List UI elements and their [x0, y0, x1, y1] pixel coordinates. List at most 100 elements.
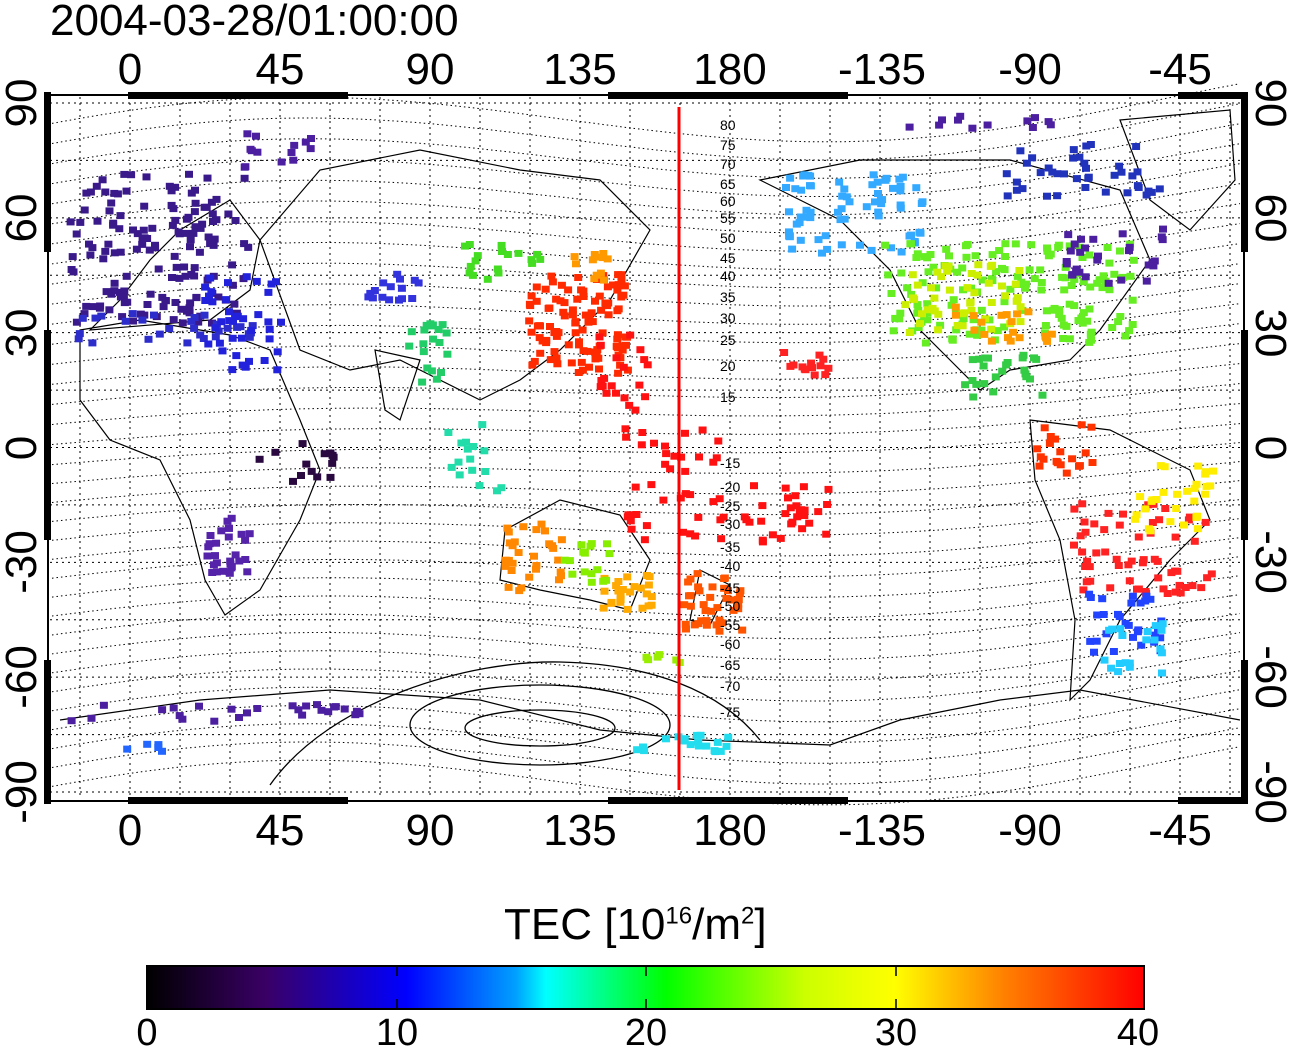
tec-cell	[791, 185, 800, 193]
tec-cell	[1134, 626, 1143, 634]
tec-cell	[882, 174, 891, 182]
tec-cell	[1077, 235, 1085, 243]
contour-label: -60	[720, 636, 740, 652]
tec-cell	[189, 229, 198, 237]
latitude-tick-label: 30	[0, 309, 46, 358]
tec-cell	[175, 712, 184, 720]
tec-cell	[227, 705, 236, 713]
tec-cell	[788, 245, 797, 253]
longitude-tick-label: -45	[1148, 45, 1212, 94]
tec-cell	[736, 587, 745, 595]
tec-cell	[244, 243, 253, 251]
tec-cell	[288, 702, 297, 710]
contour-label: 65	[720, 176, 736, 192]
tec-cell	[110, 279, 119, 287]
tec-cell	[206, 274, 215, 282]
tec-cell	[1115, 521, 1124, 529]
tec-cell	[468, 466, 477, 474]
tec-cell	[1159, 225, 1167, 233]
tec-cell	[979, 362, 988, 370]
tec-cell	[588, 318, 597, 326]
tec-cell	[605, 550, 614, 558]
tec-cell	[798, 363, 807, 371]
tec-cell	[597, 306, 606, 314]
tec-cell	[709, 458, 718, 466]
tec-cell	[1103, 244, 1112, 251]
tec-cell	[993, 327, 1002, 335]
tec-cell	[644, 581, 653, 589]
tec-cell	[507, 567, 516, 574]
tec-cell	[1088, 459, 1097, 466]
tec-cell	[631, 483, 640, 491]
tec-cell	[508, 559, 517, 567]
tec-cell	[1078, 319, 1087, 327]
tec-cell	[557, 572, 565, 580]
tec-cell	[620, 394, 629, 402]
tec-cell	[1068, 271, 1077, 279]
tec-cell	[277, 318, 285, 326]
tec-cell	[897, 248, 906, 256]
tec-cell	[819, 355, 828, 363]
magnetic-contour	[51, 613, 1241, 660]
tec-cell	[181, 272, 190, 280]
tec-cell	[1085, 305, 1094, 313]
tec-cell	[1079, 278, 1088, 286]
tec-cell	[570, 253, 579, 261]
latitude-tick-label: -30	[1246, 530, 1292, 594]
tec-cell	[927, 284, 935, 292]
tec-cell	[1172, 505, 1181, 512]
tec-cell	[620, 282, 629, 290]
tec-cell	[225, 308, 233, 316]
tec-cell	[1190, 484, 1199, 492]
tec-cell	[525, 317, 534, 325]
tec-cell	[802, 206, 811, 214]
tec-cell	[1023, 117, 1032, 125]
tec-cell	[1125, 659, 1134, 667]
tec-cell	[1059, 335, 1068, 342]
tec-cell	[1136, 599, 1145, 607]
tec-cell	[185, 170, 193, 178]
tec-cell	[1012, 186, 1021, 194]
tec-cell	[969, 316, 978, 324]
magnetic-contour	[51, 283, 1241, 325]
tec-cell	[640, 747, 649, 755]
tec-cell	[351, 711, 360, 719]
polar-contour	[409, 684, 671, 766]
tec-cell	[616, 596, 625, 603]
tec-cell	[640, 536, 649, 544]
magnetic-contour	[51, 480, 1241, 522]
tec-cell	[1072, 267, 1081, 275]
tec-cell	[1167, 569, 1176, 577]
tec-cell	[679, 528, 687, 536]
tec-cell	[158, 293, 167, 301]
tec-cell	[1101, 188, 1110, 196]
tec-cell	[198, 220, 207, 228]
tec-cell	[1087, 423, 1096, 431]
tec-cell	[869, 171, 878, 179]
tec-cell	[1045, 439, 1054, 447]
tec-cell	[138, 234, 147, 242]
tec-cell	[80, 206, 89, 214]
tec-cell	[666, 465, 675, 473]
colorbar-title: TEC [1016/m2]	[504, 900, 767, 950]
tec-cell	[1006, 285, 1015, 293]
tec-cell	[806, 208, 815, 216]
tec-cell	[638, 429, 647, 436]
contour-label: 50	[720, 230, 736, 246]
tec-cell	[142, 173, 151, 181]
tec-cell	[587, 578, 596, 586]
tec-cell	[1062, 469, 1071, 477]
tec-cell	[122, 272, 131, 280]
coastline	[374, 349, 421, 421]
tec-cell	[1081, 273, 1090, 281]
tec-cell	[614, 578, 623, 585]
tec-cell	[686, 491, 695, 499]
tec-cell	[1007, 318, 1016, 326]
tec-cell	[527, 256, 536, 264]
tec-cell	[614, 587, 623, 595]
tec-cell	[1048, 168, 1057, 176]
tec-cell	[1085, 563, 1094, 571]
tec-cell	[635, 381, 644, 389]
tec-cell	[143, 301, 152, 308]
tec-cell	[212, 195, 221, 203]
